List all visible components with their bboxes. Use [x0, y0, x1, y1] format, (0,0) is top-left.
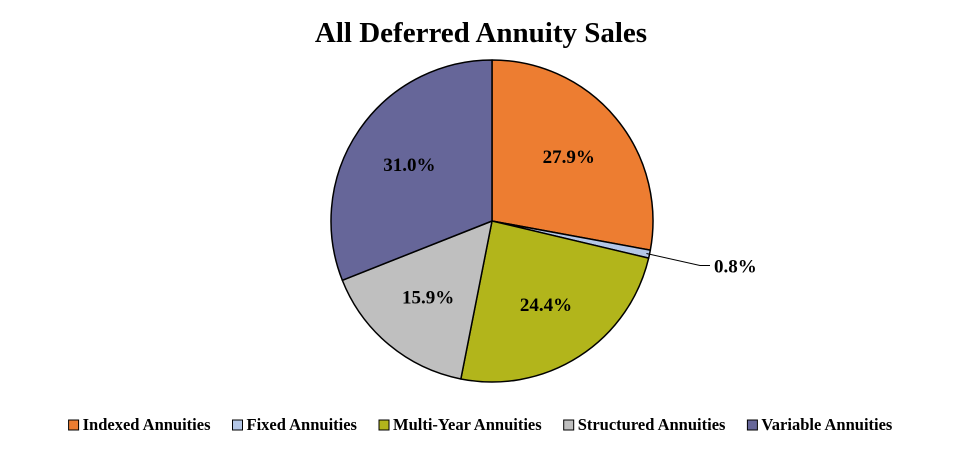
legend-label-multi-year-annuities: Multi-Year Annuities: [393, 415, 542, 434]
legend-label-structured-annuities: Structured Annuities: [578, 415, 726, 434]
legend-swatch-structured-annuities: [563, 419, 575, 431]
legend-swatch-fixed-annuities: [232, 419, 243, 431]
pie-slices: [330, 59, 654, 383]
pie-slice-indexed-annuities: [491, 59, 654, 251]
data-label-multi-year-annuities: 24.4%: [520, 295, 572, 316]
data-label-fixed-annuities: 0.8%: [714, 257, 757, 278]
pie-data-labels: 27.9% 0.8% 24.4% 15.9% 31.0%: [383, 147, 756, 316]
data-label-indexed-annuities: 27.9%: [543, 147, 595, 168]
legend-item-variable-annuities: Variable Annuities: [746, 415, 893, 434]
pie-slice-multi-year-annuities: [460, 220, 650, 383]
legend-item-structured-annuities: Structured Annuities: [563, 415, 726, 434]
legend-label-variable-annuities: Variable Annuities: [761, 415, 893, 434]
legend-swatch-variable-annuities: [746, 419, 758, 431]
pie-slice-structured-annuities: [341, 220, 493, 380]
pie-slice-variable-annuities: [330, 59, 493, 282]
legend-swatch-multi-year-annuities: [378, 419, 390, 431]
legend-item-indexed-annuities: Indexed Annuities: [68, 415, 211, 434]
legend: Indexed Annuities Fixed Annuities Multi-Ye…: [68, 415, 893, 434]
chart-title: All Deferred Annuity Sales: [315, 17, 647, 49]
data-label-structured-annuities: 15.9%: [402, 288, 454, 309]
leader-line-fixed-annuities: [646, 253, 710, 266]
legend-label-fixed-annuities: Fixed Annuities: [247, 415, 358, 434]
legend-swatch-indexed-annuities: [68, 419, 80, 431]
data-label-variable-annuities: 31.0%: [383, 155, 435, 176]
legend-item-multi-year-annuities: Multi-Year Annuities: [378, 415, 542, 434]
legend-label-indexed-annuities: Indexed Annuities: [83, 415, 211, 434]
legend-item-fixed-annuities: Fixed Annuities: [232, 415, 358, 434]
